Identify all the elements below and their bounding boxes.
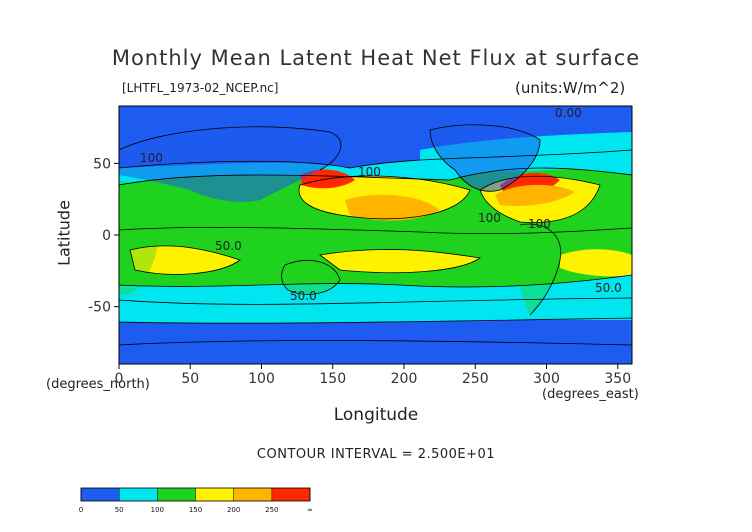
colorbar: 0 50 100 150 200 250 ∞ xyxy=(79,487,313,514)
x-axis-ticks: 0 50 100 150 200 250 300 350 xyxy=(115,364,631,387)
contour-label: 50.0 xyxy=(215,239,242,253)
contour-label: 100 xyxy=(140,151,163,165)
y-tick-label: -50 xyxy=(88,300,111,316)
x-tick-label: 0 xyxy=(115,371,124,387)
x-tick-label: 300 xyxy=(533,371,560,387)
colorbar-level-label: 100 xyxy=(151,506,164,514)
contour-label: 50.0 xyxy=(290,289,317,303)
land-eurasia xyxy=(119,126,341,202)
y-tick-label: 50 xyxy=(93,156,111,172)
map-plot-area xyxy=(119,106,632,364)
land-antarctica xyxy=(119,340,632,364)
chart-title: Monthly Mean Latent Heat Net Flux at sur… xyxy=(111,46,641,70)
colorbar-level-label: 150 xyxy=(189,506,202,514)
x-tick-label: 150 xyxy=(319,371,346,387)
colorbar-level-label: ∞ xyxy=(307,506,313,514)
x-tick-label: 100 xyxy=(248,371,275,387)
orange-gulfstream xyxy=(495,184,575,207)
colorbar-level-label: 0 xyxy=(79,506,83,514)
yellow-south-atlantic xyxy=(560,249,632,277)
colorbar-swatch xyxy=(119,488,158,501)
colorbar-swatch xyxy=(233,488,272,501)
contour-label: 100 xyxy=(358,165,381,179)
x-axis-unit: (degrees_east) xyxy=(542,387,639,402)
x-tick-label: 50 xyxy=(181,371,199,387)
colorbar-swatch xyxy=(271,488,310,501)
units-label: (units:W/m^2) xyxy=(515,79,626,97)
contour-label: 50.0 xyxy=(595,281,622,295)
x-tick-label: 350 xyxy=(604,371,631,387)
yellow-indian xyxy=(130,245,240,275)
y-axis-unit: (degrees_north) xyxy=(46,377,150,392)
contour-label: 0.00 xyxy=(555,106,582,120)
colorbar-swatch xyxy=(81,488,120,501)
land-south-america xyxy=(512,224,561,315)
contour-label: 100 xyxy=(528,217,551,231)
colorbar-level-label: 200 xyxy=(227,506,240,514)
contour-labels: 0.00 100 100 100 100 50.0 50.0 50.0 xyxy=(140,106,622,303)
y-tick-label: 0 xyxy=(102,228,111,244)
contour-label: 100 xyxy=(478,211,501,225)
x-tick-label: 250 xyxy=(462,371,489,387)
x-tick-label: 200 xyxy=(391,371,418,387)
source-file-label: [LHTFL_1973-02_NCEP.nc] xyxy=(122,81,279,95)
orange-pacific-north xyxy=(345,194,440,221)
contour-interval-note: CONTOUR INTERVAL = 2.500E+01 xyxy=(256,447,496,462)
colorbar-level-label: 250 xyxy=(265,506,278,514)
contour-lines xyxy=(119,124,632,346)
land-africa xyxy=(119,180,161,295)
yellow-south-pacific xyxy=(320,249,480,273)
y-axis-ticks: 50 0 -50 xyxy=(88,156,119,316)
land-australia xyxy=(281,260,340,295)
southern-cyan-strip xyxy=(119,298,632,324)
colorbar-swatch xyxy=(157,488,196,501)
colorbar-level-label: 50 xyxy=(115,506,124,514)
x-axis-label: Longitude xyxy=(333,405,419,425)
land-north-america xyxy=(430,124,540,192)
colorbar-swatch xyxy=(195,488,234,501)
